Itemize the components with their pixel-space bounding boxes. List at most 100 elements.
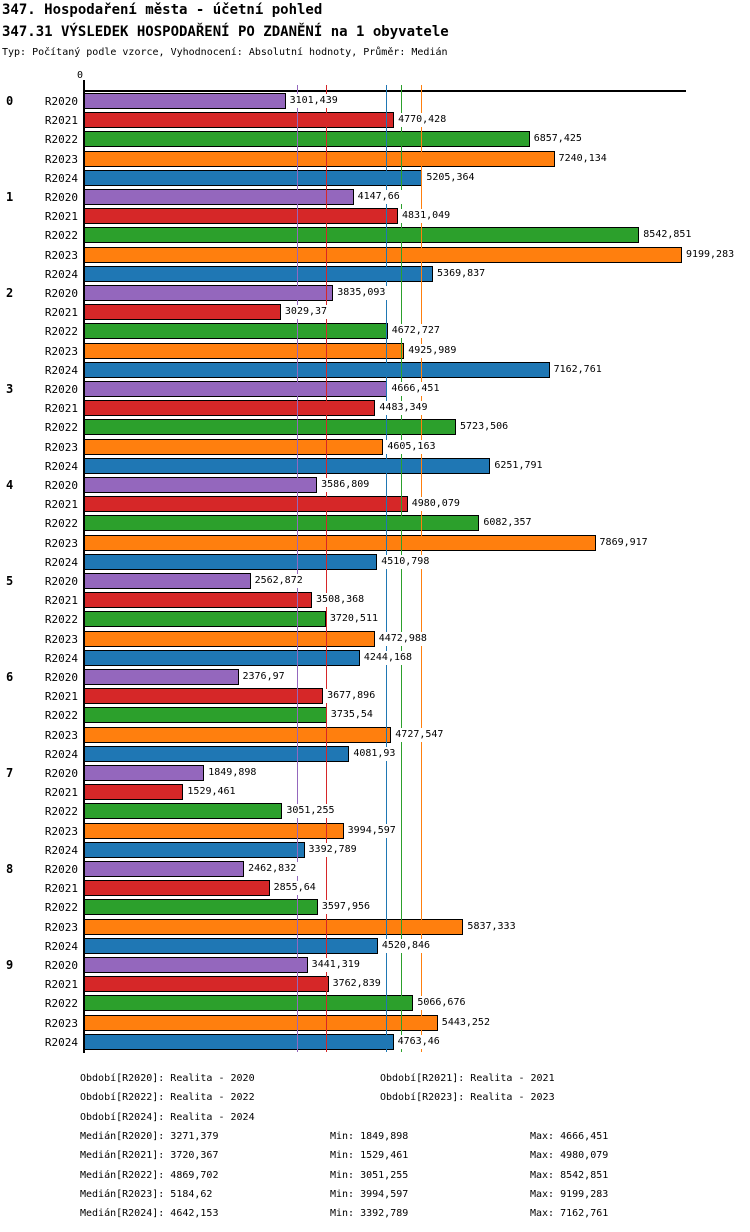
year-label-r2023: R2023 (44, 344, 78, 358)
year-label-r2022: R2022 (44, 325, 78, 339)
year-label-r2021: R2021 (44, 594, 78, 608)
max-stat-label: Max: 9199,283 (530, 1188, 609, 1200)
year-label-r2021: R2021 (44, 978, 78, 992)
bar-value-label: 3441,319 (309, 958, 362, 972)
year-label-r2021: R2021 (44, 114, 78, 128)
bar-r2020 (84, 669, 239, 685)
bar-value-label: 6251,791 (492, 458, 545, 473)
bar-value-label: 4081,93 (351, 746, 398, 761)
group-label: 6 (6, 670, 14, 684)
bar-value-label: 7240,134 (556, 151, 609, 166)
year-label-r2020: R2020 (44, 95, 78, 108)
bar-r2024 (84, 553, 378, 570)
bar-r2023 (84, 918, 464, 935)
x-axis-zero-tick-label: 0 (76, 70, 84, 81)
bar-r2024 (84, 745, 350, 762)
bar-r2023 (84, 534, 596, 551)
median-line-r2021 (325, 85, 327, 1052)
bar-value-label: 4925,989 (406, 343, 459, 358)
year-label-r2020: R2020 (44, 383, 78, 396)
bar-value-label: 3762,839 (330, 977, 383, 992)
bar-value-label: 4472,988 (376, 631, 429, 646)
bar-value-label: 4763,46 (395, 1034, 442, 1049)
year-label-r2023: R2023 (44, 920, 78, 934)
year-label-r2022: R2022 (44, 133, 78, 147)
bar-r2024 (84, 265, 434, 282)
bar-r2021 (84, 112, 395, 129)
bar-value-label: 3586,809 (319, 478, 372, 492)
min-stat-label: Min: 1849,898 (330, 1131, 409, 1142)
median-line-r2020 (296, 85, 298, 1052)
bar-r2022 (84, 419, 457, 436)
year-label-r2023: R2023 (44, 1016, 78, 1030)
median-stat-label: Medián[R2022]: 4869,702 (80, 1169, 219, 1181)
bar-r2021 (84, 496, 408, 513)
year-label-r2024: R2024 (44, 843, 78, 857)
bar-value-label: 9199,283 (683, 247, 737, 262)
year-label-r2021: R2021 (44, 210, 78, 224)
period-label: Období[R2022]: Realita - 2022 (80, 1092, 255, 1104)
group-label: 1 (6, 190, 14, 204)
bar-r2021 (84, 688, 324, 705)
bar-value-label: 4770,428 (396, 113, 449, 128)
year-label-r2021: R2021 (44, 498, 78, 512)
group-label: 2 (6, 286, 14, 300)
bar-value-label: 2462,832 (246, 862, 299, 876)
bar-value-label: 3392,789 (306, 842, 359, 857)
bar-value-label: 1529,461 (185, 785, 238, 800)
bar-r2020 (84, 477, 318, 493)
bar-r2023 (84, 1014, 438, 1031)
bar-r2021 (84, 976, 329, 993)
year-label-r2023: R2023 (44, 536, 78, 550)
year-label-r2020: R2020 (44, 191, 78, 204)
bar-value-label: 3508,368 (314, 593, 367, 608)
year-label-r2024: R2024 (44, 1035, 78, 1049)
bar-r2022 (84, 131, 530, 148)
median-stat-label: Medián[R2020]: 3271,379 (80, 1131, 219, 1142)
year-label-r2021: R2021 (44, 690, 78, 704)
year-label-r2023: R2023 (44, 632, 78, 646)
bar-r2024 (84, 361, 550, 378)
year-label-r2024: R2024 (44, 747, 78, 761)
bar-r2024 (84, 649, 360, 666)
median-stat-label: Medián[R2024]: 4642,153 (80, 1208, 219, 1220)
bar-value-label: 7162,761 (551, 362, 604, 377)
max-stat-label: Max: 7162,761 (530, 1208, 609, 1220)
bar-value-label: 5205,364 (424, 170, 477, 185)
year-label-r2020: R2020 (44, 863, 78, 876)
group-label: 7 (6, 766, 14, 780)
year-label-r2021: R2021 (44, 306, 78, 320)
bar-r2022 (84, 227, 640, 244)
bar-value-label: 3051,255 (284, 804, 337, 819)
year-label-r2022: R2022 (44, 613, 78, 627)
year-label-r2020: R2020 (44, 671, 78, 684)
bar-r2021 (84, 592, 313, 609)
bar-r2022 (84, 611, 326, 628)
bar-value-label: 5369,837 (435, 266, 488, 281)
bar-value-label: 5443,252 (439, 1015, 492, 1030)
bar-r2022 (84, 803, 283, 820)
period-label: Období[R2023]: Realita - 2023 (380, 1092, 555, 1104)
bar-r2020 (84, 573, 251, 589)
year-label-r2020: R2020 (44, 287, 78, 300)
bar-value-label: 2562,872 (252, 574, 305, 588)
year-label-r2020: R2020 (44, 479, 78, 492)
bar-value-label: 5723,506 (458, 420, 511, 435)
report-subtitle: Typ: Počítaný podle vzorce, Vyhodnocení:… (2, 47, 448, 58)
bar-value-label: 6082,357 (481, 516, 534, 531)
bar-r2021 (84, 400, 376, 417)
bar-value-label: 3677,896 (325, 689, 378, 704)
bar-r2020 (84, 189, 354, 205)
bar-value-label: 3835,093 (335, 286, 388, 300)
bar-r2023 (84, 438, 384, 455)
max-stat-label: Max: 4666,451 (530, 1131, 609, 1142)
bar-value-label: 4605,163 (385, 439, 438, 454)
year-label-r2020: R2020 (44, 959, 78, 972)
bar-value-label: 7869,917 (597, 535, 650, 550)
year-label-r2023: R2023 (44, 728, 78, 742)
bar-value-label: 4147,66 (355, 190, 402, 204)
year-label-r2024: R2024 (44, 555, 78, 569)
bar-value-label: 4510,798 (379, 554, 432, 569)
min-stat-label: Min: 3392,789 (330, 1208, 409, 1220)
